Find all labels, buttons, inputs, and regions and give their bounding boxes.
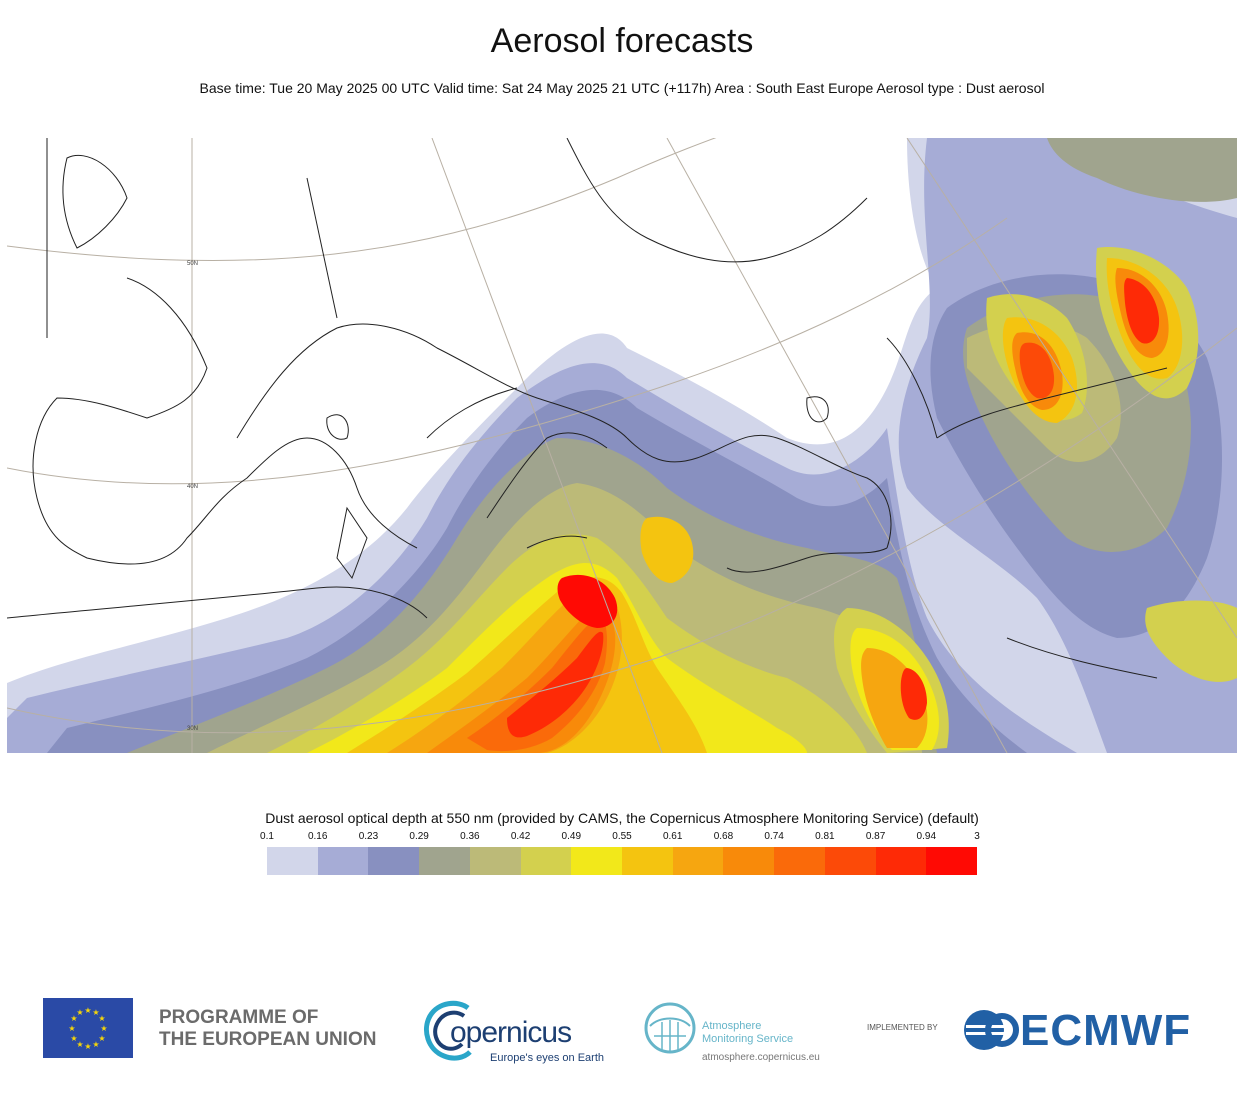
footer-logos: ★ ★ ★ ★ ★ ★ ★ ★ ★ ★ ★ ★ PROGRAMME OF THE EUROPEA… xyxy=(0,990,1244,1070)
lat-label-40n: 40N xyxy=(187,484,198,490)
ecmwf-wordmark: ECMWF xyxy=(1020,1006,1192,1055)
legend-swatch xyxy=(723,847,775,875)
cams-logo: Atmosphere Monitoring Service atmosphere… xyxy=(640,996,840,1066)
ecmwf-logo: ECMWF xyxy=(962,1004,1207,1055)
legend-tick-label: 0.74 xyxy=(764,831,784,842)
legend-tick-label: 0.94 xyxy=(916,831,937,842)
eu-line-1: PROGRAMME OF xyxy=(159,1007,319,1028)
legend-colorbar xyxy=(267,847,978,875)
legend-swatch xyxy=(419,847,470,875)
legend-swatch xyxy=(520,847,572,875)
eu-line-2: THE EUROPEAN UNION xyxy=(159,1029,377,1050)
svg-text:★: ★ xyxy=(84,1006,91,1015)
cams-line-2: Monitoring Service xyxy=(702,1033,794,1045)
legend-swatch xyxy=(672,847,724,875)
legend-tick-label: 0.42 xyxy=(510,831,531,842)
legend-tick-label: 0.49 xyxy=(561,831,582,842)
legend-tick-label: 0.68 xyxy=(713,831,734,842)
eu-stars-icon: ★ ★★ ★★★ ★★★ ★★★ xyxy=(68,1006,107,1051)
copernicus-c-icon xyxy=(424,1000,472,1061)
svg-text:★: ★ xyxy=(76,1040,83,1049)
copernicus-logo: opernicus Europe's eyes on Earth xyxy=(420,996,604,1066)
aerosol-map[interactable]: 50N 40N 30N xyxy=(7,138,1237,753)
svg-text:★: ★ xyxy=(92,1040,99,1049)
svg-text:★: ★ xyxy=(76,1008,83,1017)
legend-tick-label: 0.87 xyxy=(865,831,886,842)
legend-swatch xyxy=(317,847,369,875)
legend-swatch xyxy=(824,847,876,875)
dust-field xyxy=(7,138,1237,753)
svg-text:★: ★ xyxy=(92,1008,99,1017)
legend-swatch xyxy=(267,847,318,875)
latitude-labels: 50N 40N 30N xyxy=(187,261,198,732)
legend-tick-label: 0.16 xyxy=(307,831,328,842)
legend-swatch xyxy=(368,847,420,875)
legend-swatch xyxy=(571,847,623,875)
legend-tick-label: 0.81 xyxy=(815,831,835,842)
legend-ticks: 0.1 0.16 0.23 0.29 0.36 0.42 0.49 0.55 0.61 0.68 0… xyxy=(260,831,980,845)
legend-swatch xyxy=(926,847,978,875)
ecmwf-symbol-icon xyxy=(964,1010,1020,1050)
svg-text:★: ★ xyxy=(68,1024,75,1033)
coastlines xyxy=(7,138,1168,679)
legend-tick-label: 0.55 xyxy=(612,831,632,842)
cams-url: atmosphere.copernicus.eu xyxy=(702,1052,820,1063)
svg-text:★: ★ xyxy=(70,1034,77,1043)
implemented-by-label: IMPLEMENTED BY xyxy=(867,1023,938,1032)
eu-flag-logo: ★ ★ ★ ★ ★ ★ ★ ★ ★ ★ ★ ★ xyxy=(43,998,133,1058)
legend-tick-label: 0.61 xyxy=(662,831,683,842)
legend-swatch xyxy=(875,847,927,875)
eu-programme-text: PROGRAMME OF THE EUROPEAN UNION xyxy=(159,1007,376,1051)
copernicus-wordmark: opernicus xyxy=(450,1016,572,1049)
map-canvas: 50N 40N 30N xyxy=(7,138,1237,753)
legend-tick-label: 3 xyxy=(974,831,980,842)
lat-label-50n: 50N xyxy=(187,261,198,267)
cams-line-1: Atmosphere xyxy=(702,1020,762,1032)
graticule xyxy=(7,138,1237,753)
svg-text:★: ★ xyxy=(98,1034,105,1043)
svg-text:★: ★ xyxy=(98,1014,105,1023)
copernicus-tagline: Europe's eyes on Earth xyxy=(490,1052,605,1064)
legend-tick-label: 0.36 xyxy=(460,831,480,842)
legend-swatch xyxy=(469,847,521,875)
legend-swatch xyxy=(774,847,825,875)
lat-label-30n: 30N xyxy=(187,726,198,732)
legend-swatch xyxy=(622,847,673,875)
svg-text:★: ★ xyxy=(84,1042,91,1051)
legend-tick-label: 0.1 xyxy=(260,831,274,842)
forecast-subtitle: Base time: Tue 20 May 2025 00 UTC Valid … xyxy=(199,80,1045,96)
legend-tick-label: 0.23 xyxy=(358,831,379,842)
legend-tick-label: 0.29 xyxy=(409,831,429,842)
svg-text:★: ★ xyxy=(70,1014,77,1023)
page-title: Aerosol forecasts xyxy=(490,22,754,60)
cams-globe-icon xyxy=(644,1002,696,1054)
svg-text:★: ★ xyxy=(100,1024,107,1033)
legend-title: Dust aerosol optical depth at 550 nm (pr… xyxy=(265,810,979,826)
